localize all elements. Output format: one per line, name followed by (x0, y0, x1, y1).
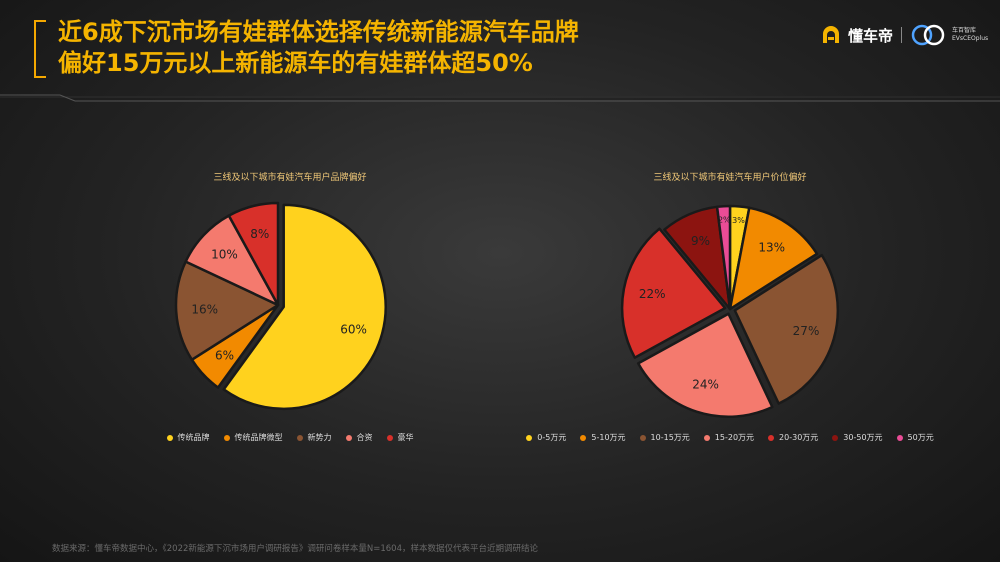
legend-label: 10-15万元 (650, 433, 690, 442)
price-preference-chart: 三线及以下城市有娃汽车用户价位偏好 3% 13% 27% 24% 22% 9% 2% 0-5… (526, 170, 934, 450)
chart-title: 三线及以下城市有娃汽车用户价位偏好 (653, 173, 807, 183)
legend-item: 合资 (345, 432, 373, 443)
legend-label: 新势力 (307, 433, 332, 442)
legend-item: 0-5万元 (526, 432, 566, 443)
legend-label: 传统品牌 (177, 433, 210, 442)
slice-label: 13% (758, 241, 785, 255)
slice-label: 60% (340, 323, 367, 337)
slice-label: 24% (692, 377, 719, 391)
legend-item: 50万元 (896, 432, 934, 443)
pie-slice-5-10万元 (728, 206, 819, 311)
header-divider (0, 94, 1000, 102)
legend-label: 豪华 (397, 433, 414, 442)
pie-slice-新势力 (174, 260, 280, 361)
legend-label: 传统品牌微型 (234, 433, 283, 442)
legend-swatch (768, 434, 775, 441)
price-pie-svg: 3% 13% 27% 24% 22% 9% 2% (620, 204, 840, 418)
legend-item: 传统品牌 (166, 432, 210, 443)
legend-label: 50万元 (907, 433, 934, 442)
pie-slice-豪华 (227, 201, 280, 307)
legend-item: 20-30万元 (768, 432, 818, 443)
logo-separator (901, 27, 902, 43)
legend-label: 15-20万元 (714, 433, 755, 442)
page-title: 近6成下沉市场有娃群体选择传统新能源汽车品牌 偏好15万元以上新能源车的有娃群体… (58, 17, 579, 79)
brand-logo: 懂车帝 车百智库 EVsCEOplus (820, 22, 989, 48)
slice-label: 8% (250, 227, 269, 241)
legend-swatch (386, 434, 393, 441)
chart-title: 三线及以下城市有娃汽车用户品牌偏好 (213, 173, 367, 183)
legend-swatch (526, 434, 533, 441)
legend-swatch (896, 434, 903, 441)
legend-item: 30-50万元 (832, 432, 883, 443)
legend-item: 15-20万元 (703, 432, 755, 443)
slice-label: 9% (691, 234, 710, 248)
legend-label: 5-10万元 (591, 433, 626, 442)
pie-slice-传统品牌 (222, 203, 387, 411)
legend-item: 5-10万元 (580, 432, 626, 443)
legend-item: 新势力 (296, 432, 332, 443)
brand-preference-chart: 三线及以下城市有娃汽车用户品牌偏好 60% 6% 16% 10% 8% 传统品牌 传统品牌… (130, 170, 450, 450)
legend-swatch (166, 434, 173, 441)
slice-label: 2% (718, 216, 731, 225)
slice-label: 6% (215, 348, 234, 362)
pie-slice-20-30万元 (620, 227, 727, 359)
logo-text: 懂车帝 (847, 26, 893, 45)
slice-label: 3% (732, 216, 745, 225)
legend-item: 传统品牌微型 (223, 432, 283, 443)
pie-slice-50万元 (715, 204, 732, 311)
legend-item: 豪华 (386, 432, 414, 443)
price-legend: 0-5万元 5-10万元 10-15万元 15-20万元 20-30万元 30-50万元 5… (526, 432, 934, 443)
title-line-1: 近6成下沉市场有娃群体选择传统新能源汽车品牌 (58, 18, 579, 46)
slice-label: 27% (793, 324, 820, 338)
legend-swatch (703, 434, 710, 441)
legend-label: 30-50万元 (843, 433, 883, 442)
legend-label: 20-30万元 (779, 433, 819, 442)
brand-pie-svg: 60% 6% 16% 10% 8% (174, 201, 387, 411)
data-source-note: 数据来源：懂车帝数据中心，《2022新能源下沉市场用户调研报告》调研问卷样本量N… (52, 544, 538, 554)
legend-swatch (639, 434, 646, 441)
legend-swatch (296, 434, 303, 441)
legend-label: 0-5万元 (537, 433, 567, 442)
pie-slice-15-20万元 (636, 312, 774, 418)
brand-legend: 传统品牌 传统品牌微型 新势力 合资 豪华 (130, 432, 450, 443)
legend-swatch (223, 434, 230, 441)
dongchedi-logo-icon (822, 26, 839, 43)
slice-label: 16% (191, 303, 218, 317)
legend-swatch (345, 434, 352, 441)
slice-label: 10% (211, 248, 238, 262)
pie-slice-10-15万元 (733, 253, 840, 405)
evs-badge-icon (911, 24, 945, 46)
legend-label: 合资 (356, 433, 373, 442)
title-line-2: 偏好15万元以上新能源车的有娃群体超50% (58, 49, 533, 77)
legend-item: 10-15万元 (639, 432, 690, 443)
title-bracket (34, 20, 46, 78)
legend-swatch (832, 434, 839, 441)
logo-subtext: 车百智库 EVsCEOplus (952, 27, 989, 42)
slice-label: 22% (639, 287, 666, 301)
legend-swatch (580, 434, 587, 441)
